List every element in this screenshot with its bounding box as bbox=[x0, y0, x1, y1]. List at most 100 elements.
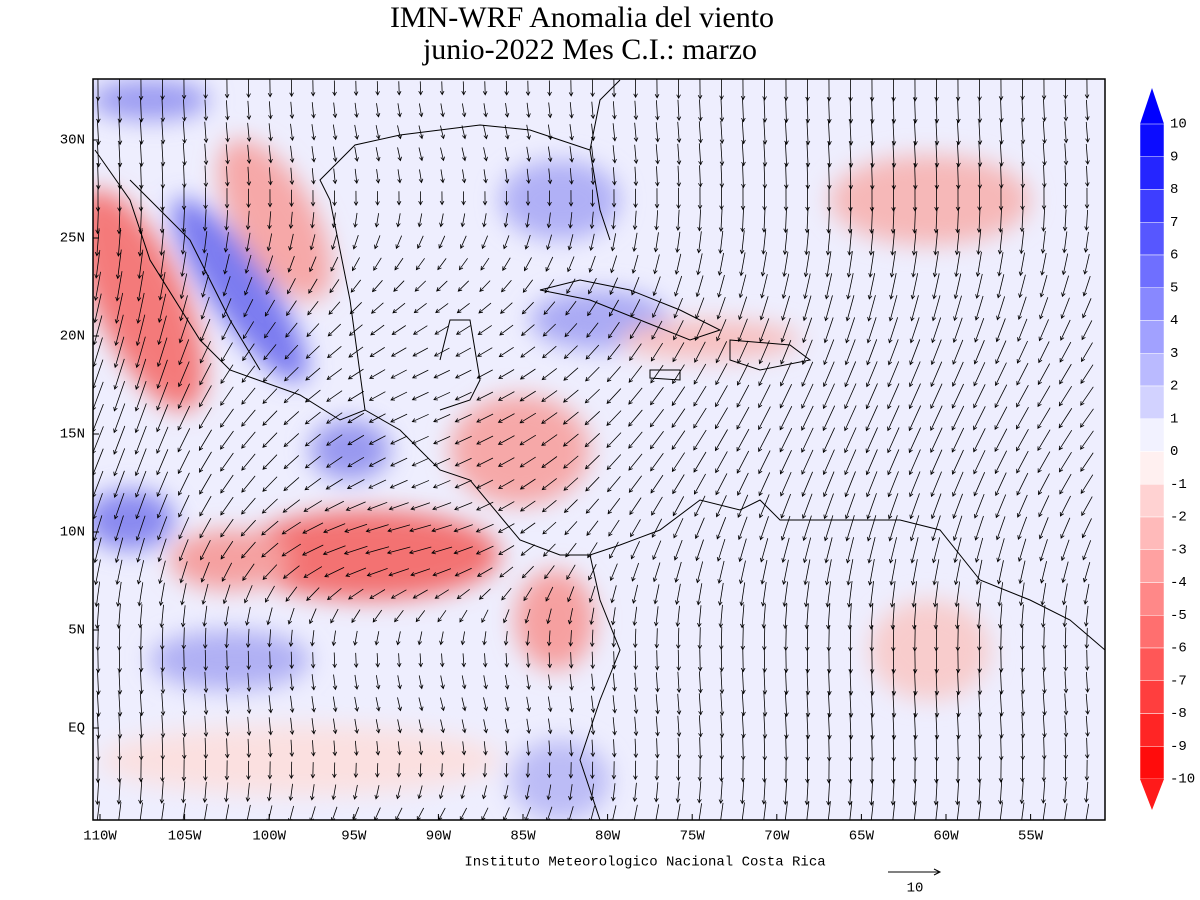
wind-arrow bbox=[868, 228, 874, 256]
wind-arrow bbox=[1020, 98, 1026, 123]
wind-arrow bbox=[281, 543, 302, 557]
anomaly-shading bbox=[93, 80, 1030, 820]
wind-arrow bbox=[717, 252, 725, 276]
wind-arrow bbox=[995, 472, 1007, 497]
wind-arrow bbox=[139, 802, 143, 820]
wind-arrow bbox=[935, 801, 939, 820]
wind-arrow bbox=[326, 588, 342, 601]
wind-arrow bbox=[975, 251, 982, 277]
wind-arrow bbox=[588, 255, 596, 273]
wind-arrow bbox=[418, 103, 424, 118]
wind-arrow bbox=[652, 298, 662, 319]
wind-arrow bbox=[504, 191, 509, 206]
wind-arrow bbox=[994, 384, 1008, 409]
wind-arrow bbox=[225, 166, 230, 187]
wind-arrow bbox=[245, 232, 251, 252]
lat-label: 30N bbox=[60, 133, 85, 149]
wind-arrow bbox=[930, 383, 943, 410]
wind-arrow bbox=[738, 560, 746, 585]
wind-arrow bbox=[848, 647, 853, 674]
wind-arrow bbox=[1042, 692, 1047, 716]
wind-arrow bbox=[524, 234, 531, 250]
wind-arrow bbox=[888, 295, 898, 322]
wind-arrow bbox=[476, 369, 493, 379]
wind-arrow bbox=[717, 560, 725, 584]
wind-arrow bbox=[542, 323, 556, 337]
wind-arrow bbox=[676, 187, 681, 210]
wind-arrow bbox=[410, 502, 431, 511]
wind-arrow bbox=[243, 299, 254, 318]
wind-arrow bbox=[224, 782, 229, 803]
wind-arrow bbox=[310, 80, 316, 97]
wind-arrow bbox=[888, 317, 899, 344]
wind-arrow bbox=[159, 780, 165, 804]
wind-arrow bbox=[415, 258, 425, 271]
wind-arrow bbox=[632, 606, 638, 627]
wind-arrow bbox=[458, 258, 468, 271]
wind-arrow bbox=[909, 493, 920, 520]
wind-arrow bbox=[845, 537, 855, 564]
colorbar-segment bbox=[1139, 353, 1165, 387]
wind-arrow bbox=[267, 761, 273, 780]
wind-arrow bbox=[497, 457, 515, 467]
wind-arrow bbox=[223, 232, 229, 253]
wind-arrow bbox=[135, 493, 146, 520]
wind-arrow bbox=[177, 428, 191, 453]
wind-arrow bbox=[741, 802, 745, 820]
wind-arrow bbox=[365, 524, 389, 533]
wind-arrow bbox=[369, 369, 386, 379]
wind-arrow bbox=[762, 648, 767, 673]
wind-arrow bbox=[1084, 737, 1090, 759]
wind-arrow bbox=[997, 582, 1004, 607]
wind-arrow bbox=[628, 387, 643, 405]
wind-arrow bbox=[892, 801, 896, 820]
wind-arrow bbox=[870, 712, 875, 740]
wind-arrow bbox=[654, 628, 660, 649]
wind-arrow bbox=[159, 228, 165, 256]
wind-arrow bbox=[844, 449, 857, 476]
wind-arrow bbox=[199, 385, 212, 408]
wind-arrow bbox=[587, 542, 598, 559]
wind-arrow bbox=[609, 541, 619, 559]
wind-arrow bbox=[180, 251, 187, 278]
wind-arrow bbox=[135, 358, 147, 390]
wind-arrow bbox=[433, 436, 451, 445]
wind-arrow bbox=[784, 713, 789, 740]
wind-arrow bbox=[203, 187, 208, 210]
wind-arrow bbox=[375, 191, 380, 206]
wind-arrow bbox=[562, 433, 579, 447]
wind-arrow bbox=[282, 499, 300, 513]
wind-arrow bbox=[1063, 671, 1069, 694]
wind-arrow bbox=[951, 427, 965, 453]
wind-arrow bbox=[739, 252, 746, 277]
wind-arrow bbox=[454, 413, 472, 423]
wind-arrow bbox=[476, 347, 493, 357]
wind-arrow bbox=[526, 674, 531, 690]
wind-arrow bbox=[867, 537, 876, 564]
wind-arrow bbox=[160, 714, 166, 738]
wind-arrow bbox=[719, 186, 724, 211]
wind-arrow bbox=[719, 120, 725, 144]
wind-arrow bbox=[1019, 604, 1025, 629]
wind-arrow bbox=[994, 362, 1007, 387]
wind-arrow bbox=[934, 647, 939, 674]
wind-arrow bbox=[975, 273, 983, 299]
wind-arrow bbox=[847, 229, 853, 256]
wind-arrow bbox=[390, 457, 408, 467]
wind-arrow bbox=[1085, 165, 1090, 187]
wind-arrow bbox=[1038, 341, 1050, 364]
wind-arrow bbox=[418, 763, 423, 778]
wind-arrow bbox=[566, 564, 576, 580]
wind-arrow bbox=[761, 604, 767, 629]
wind-arrow bbox=[526, 168, 531, 185]
wind-arrow bbox=[1084, 649, 1090, 671]
wind-arrow bbox=[353, 762, 359, 778]
wind-arrow bbox=[782, 251, 789, 278]
wind-arrow bbox=[139, 119, 144, 145]
wind-arrow bbox=[693, 451, 707, 473]
wind-arrow bbox=[350, 279, 362, 293]
wind-arrow bbox=[1020, 142, 1026, 167]
wind-arrow bbox=[676, 715, 682, 738]
wind-arrow bbox=[440, 169, 445, 184]
wind-arrow bbox=[397, 147, 402, 162]
